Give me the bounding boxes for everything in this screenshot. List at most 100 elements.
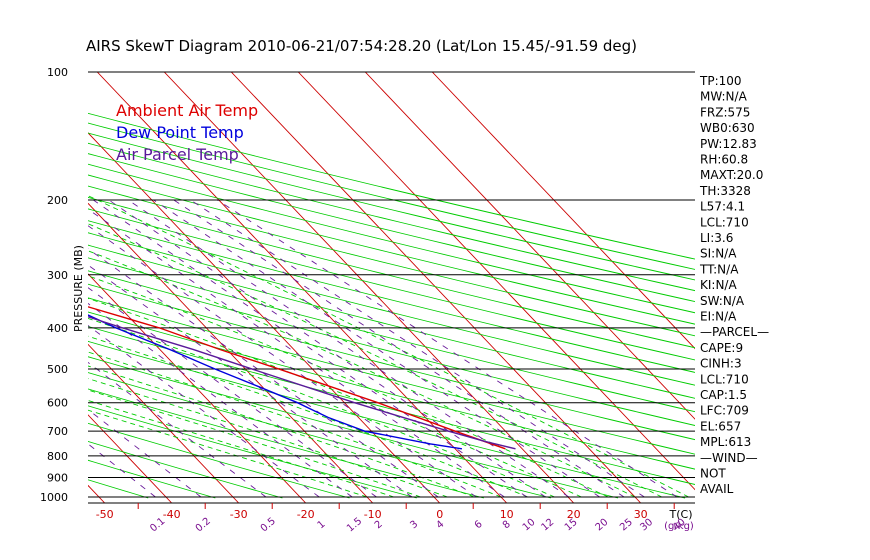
dry-adiabat-line — [88, 405, 417, 499]
mixing-ratio-line — [88, 443, 156, 498]
isotherm-line — [364, 72, 695, 420]
dry-adiabat-line — [88, 174, 695, 325]
index-item: TH:3328 — [699, 184, 751, 198]
mixing-ratio-tick-label: 2 — [373, 519, 385, 532]
bottom-temp-tick-label: -50 — [96, 508, 114, 521]
mixing-ratio-tick-label: 20 — [594, 517, 611, 534]
legend: Ambient Air Temp Dew Point Temp Air Parcel… — [116, 101, 258, 164]
mixing-ratio-line — [88, 324, 320, 498]
index-item: CAPE:9 — [700, 341, 743, 355]
mixing-ratio-line — [153, 199, 600, 498]
dry-adiabat-line — [88, 132, 695, 281]
isotherm-line — [431, 72, 695, 350]
moist-adiabat-line — [88, 223, 663, 498]
mixing-ratio-tick-label: 0.5 — [259, 516, 278, 535]
mixing-ratio-tick-label: 6 — [473, 519, 485, 532]
pressure-tick-label: 100 — [47, 66, 68, 79]
index-item: KI:N/A — [700, 278, 737, 292]
mixing-ratio-tick-label: 10 — [521, 517, 538, 534]
mixing-ratio-tick-label: 1.5 — [345, 516, 364, 535]
moist-adiabat-line — [88, 297, 582, 498]
moist-adiabat-line — [88, 378, 448, 498]
dry-adiabat-line — [88, 185, 695, 337]
index-item: CINH:3 — [700, 357, 742, 371]
profile-air-parcel-temp — [88, 316, 516, 450]
legend-entry: Ambient Air Temp — [116, 101, 258, 120]
dry-adiabat-line — [88, 422, 350, 499]
legend-entry: Dew Point Temp — [116, 123, 244, 142]
pressure-tick-label: 800 — [47, 450, 68, 463]
bottom-temp-tick-label: 20 — [567, 508, 581, 521]
index-item: MAXT:20.0 — [700, 168, 763, 182]
chart-title: AIRS SkewT Diagram 2010-06-21/07:54:28.2… — [86, 37, 637, 55]
isotherm-line — [0, 72, 38, 503]
index-item: RH:60.8 — [700, 153, 748, 167]
dry-adiabat-line — [88, 142, 695, 292]
index-item: L57:4.1 — [700, 200, 745, 214]
dry-adiabat-line — [88, 163, 695, 314]
y-axis-label: PRESSURE (MB) — [72, 245, 85, 332]
moist-adiabat-line — [88, 317, 555, 498]
moist-adiabat-line — [88, 250, 636, 498]
pressure-tick-label: 1000 — [40, 491, 68, 504]
dry-adiabat-line — [88, 122, 695, 270]
index-item: NOT — [700, 467, 726, 481]
temp-axis-unit: T(C) — [669, 508, 693, 521]
pressure-tick-label: 200 — [47, 194, 68, 207]
index-item: MW:N/A — [700, 90, 748, 104]
moist-adiabat-line — [88, 389, 421, 498]
pressure-tick-label: 900 — [47, 472, 68, 485]
mixing-ratio-line — [88, 208, 505, 498]
index-item: SW:N/A — [700, 294, 745, 308]
mixing-ratio-line — [88, 287, 377, 498]
mixing-ratio-line — [217, 199, 678, 498]
moist-adiabat-line — [88, 195, 689, 498]
dry-adiabat-line — [88, 232, 695, 386]
index-item: AVAIL — [700, 482, 734, 496]
index-item: LI:3.6 — [700, 231, 733, 245]
moist-adiabat-line — [88, 335, 528, 498]
mixing-ratio-line — [92, 199, 528, 498]
profile-ambient-air-temp — [88, 306, 506, 450]
pressure-tick-label: 500 — [47, 363, 68, 376]
index-item: SI:N/A — [700, 247, 737, 261]
dry-adiabat-line — [88, 283, 695, 441]
mixing-ratio-tick-label: 4 — [435, 519, 447, 532]
mixing-ratio-line — [173, 199, 625, 498]
index-item: LCL:710 — [700, 215, 749, 229]
dry-adiabat-line — [88, 220, 695, 373]
mixing-ratio-tick-label: 8 — [501, 519, 513, 532]
grid-lines — [0, 72, 695, 503]
dry-adiabat-line — [88, 244, 695, 399]
dry-adiabat-line — [88, 196, 695, 349]
index-item: LFC:709 — [700, 404, 749, 418]
mixing-ratio-line — [88, 302, 353, 498]
index-item: FRZ:575 — [700, 105, 750, 119]
mixing-ratio-line — [127, 199, 570, 498]
bottom-temp-tick-label: 0 — [436, 508, 443, 521]
mixing-ratio-line — [88, 225, 477, 498]
profile-dew-point-temp — [88, 314, 463, 450]
pressure-tick-label: 700 — [47, 425, 68, 438]
mixing-ratio-tick-label: 1 — [316, 519, 328, 532]
mixing-ratio-tick-label: 0.2 — [194, 516, 213, 535]
bottom-temp-tick-label: -20 — [297, 508, 315, 521]
dry-adiabat-line — [88, 388, 484, 499]
mixing-ratio-line — [108, 199, 546, 498]
isotherm-line — [297, 72, 695, 491]
dry-adiabat-line — [88, 208, 695, 361]
bottom-temp-tick-label: -30 — [230, 508, 248, 521]
mixing-ratio-tick-label: 12 — [539, 517, 556, 534]
bottom-temp-tick-label: 10 — [500, 508, 514, 521]
mixing-ratio-line — [88, 408, 202, 498]
index-item: TT:N/A — [699, 262, 739, 276]
index-item: LCL:710 — [700, 372, 749, 386]
index-item: MPL:613 — [700, 435, 751, 449]
mixing-ratio-unit: (g/kg) — [664, 521, 694, 532]
dry-adiabat-line — [88, 297, 695, 455]
dry-adiabat-line — [88, 257, 695, 413]
mixing-ratio-tick-label: 25 — [618, 517, 635, 534]
dry-adiabat-line — [88, 356, 619, 499]
